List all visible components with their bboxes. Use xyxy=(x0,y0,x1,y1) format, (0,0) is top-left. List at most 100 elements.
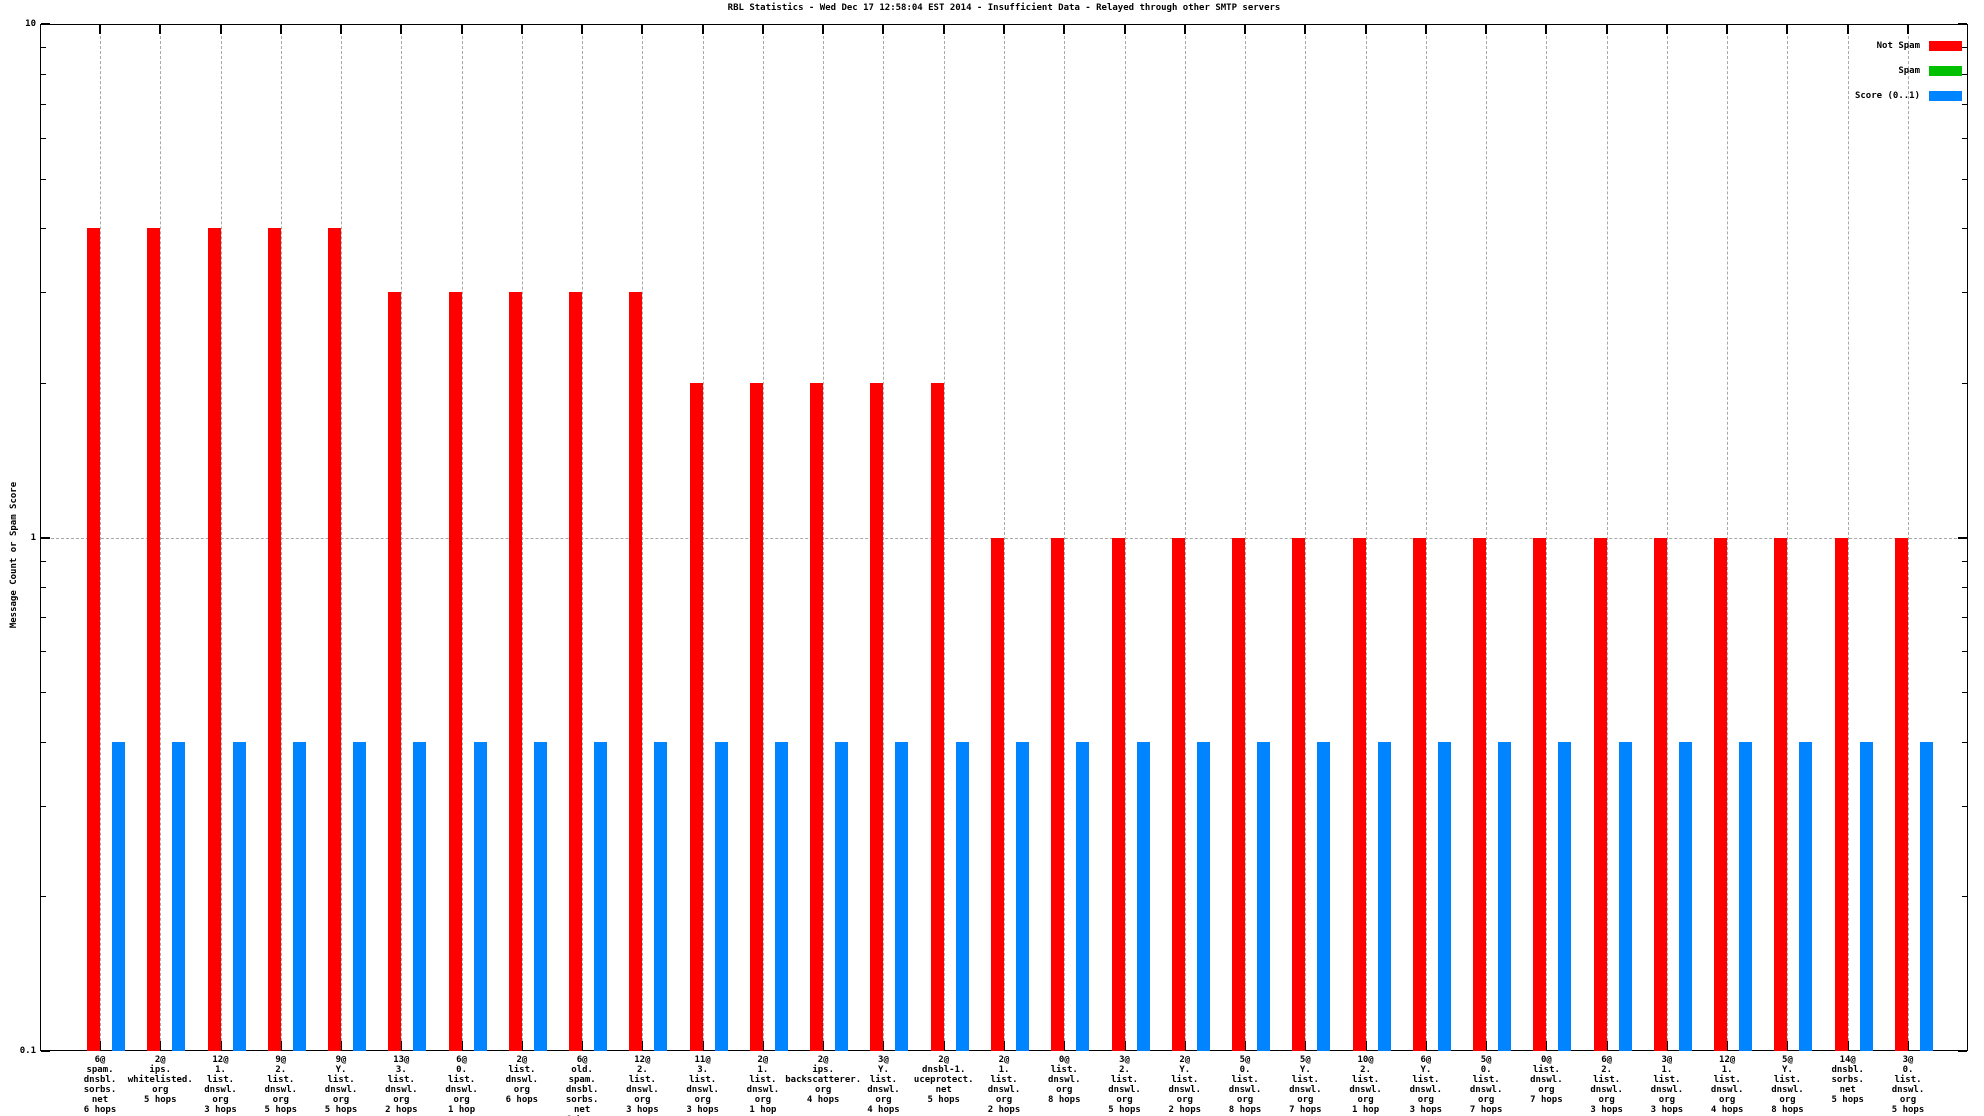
x-axis-category-label: 0@ list. dnswl. org 7 hops xyxy=(1530,1055,1563,1105)
bar-not-spam xyxy=(1895,538,1908,1051)
bar-score-0-1 xyxy=(353,742,367,1051)
x-axis-category-label: 11@ 3. list. dnswl. org 3 hops xyxy=(686,1055,719,1115)
x-tick-top xyxy=(1907,24,1909,34)
x-tick-bottom xyxy=(1726,1041,1729,1051)
x-axis-category-label: 2@ list. dnswl. org 6 hops xyxy=(505,1055,539,1105)
y-minor-tick-left xyxy=(41,104,46,105)
x-tick-bottom xyxy=(1545,1041,1548,1051)
y-minor-tick-left xyxy=(41,587,46,588)
bar-not-spam xyxy=(749,383,763,1051)
y-minor-tick-right xyxy=(1962,383,1967,384)
y-minor-tick-left xyxy=(41,896,46,897)
bar-not-spam xyxy=(207,228,221,1051)
x-tick-bottom xyxy=(1665,1041,1668,1051)
bar-not-spam xyxy=(1533,538,1547,1051)
x-tick-bottom xyxy=(520,1041,523,1051)
x-axis-category-label: 9@ 2. list. dnswl. org 5 hops xyxy=(264,1055,298,1115)
x-axis-category-label: 3@ 0. list. dnswl. org 5 hops xyxy=(1891,1055,1925,1115)
x-tick-top xyxy=(942,24,945,34)
bar-not-spam xyxy=(87,228,100,1051)
y-minor-tick-left xyxy=(41,179,46,180)
bar-score-0-1 xyxy=(1920,742,1933,1051)
bar-score-0-1 xyxy=(1016,742,1029,1051)
bar-not-spam xyxy=(689,383,703,1051)
x-tick-top xyxy=(1424,24,1427,34)
x-tick-bottom xyxy=(761,1041,764,1051)
legend-item-spam: Spam xyxy=(1855,58,1962,83)
x-tick-top xyxy=(219,24,222,34)
x-axis-category-label: 3@ Y. list. dnswl. org 4 hops xyxy=(867,1055,900,1115)
y-minor-tick-right xyxy=(1962,228,1967,229)
x-tick-bottom xyxy=(641,1041,644,1051)
bar-score-0-1 xyxy=(1196,742,1210,1051)
x-tick-top xyxy=(1846,24,1849,34)
y-minor-tick-right xyxy=(1962,692,1967,693)
y-minor-tick-right xyxy=(1962,651,1967,652)
y-minor-tick-left xyxy=(41,651,46,652)
y-minor-tick-right xyxy=(1962,896,1967,897)
y-tick-label: 1 xyxy=(30,533,36,543)
x-tick-bottom xyxy=(701,1041,704,1051)
x-tick-bottom xyxy=(1846,1041,1849,1051)
bar-score-0-1 xyxy=(1558,742,1572,1051)
bar-score-0-1 xyxy=(1498,742,1512,1051)
x-axis-category-label: 3@ 1. list. dnswl. org 3 hops xyxy=(1650,1055,1684,1115)
x-tick-bottom xyxy=(219,1041,222,1051)
y-major-tick-left xyxy=(41,23,50,25)
y-minor-tick-left xyxy=(41,47,46,48)
bar-not-spam xyxy=(1593,538,1607,1051)
x-axis-category-label: 5@ 0. list. dnswl. org 7 hops xyxy=(1469,1055,1503,1115)
bar-not-spam xyxy=(1292,538,1306,1051)
bar-not-spam xyxy=(569,292,583,1051)
y-minor-tick-right xyxy=(1962,587,1967,588)
bar-score-0-1 xyxy=(594,742,608,1051)
bar-score-0-1 xyxy=(774,742,788,1051)
x-tick-bottom xyxy=(1063,1041,1066,1051)
x-axis-category-label: 2@ Y. list. dnswl. org 2 hops xyxy=(1168,1055,1202,1115)
y-minor-tick-right xyxy=(1962,138,1967,139)
x-tick-bottom xyxy=(1605,1041,1608,1051)
bar-score-0-1 xyxy=(112,742,125,1051)
y-tick-label: 10 xyxy=(25,19,36,29)
x-tick-bottom xyxy=(1364,1041,1367,1051)
x-axis-category-label: 9@ Y. list. dnswl. org 5 hops xyxy=(324,1055,358,1115)
x-tick-bottom xyxy=(1003,1041,1005,1051)
x-tick-top xyxy=(701,24,704,34)
bar-not-spam xyxy=(991,538,1004,1051)
x-tick-bottom xyxy=(1786,1041,1789,1051)
y-minor-tick-left xyxy=(41,617,46,618)
bar-score-0-1 xyxy=(1317,742,1331,1051)
legend-label-not-spam: Not Spam xyxy=(1876,40,1920,51)
x-tick-bottom xyxy=(1304,1041,1307,1051)
x-axis-category-label: 2@ ips. backscatterer. org 4 hops xyxy=(785,1055,862,1105)
y-axis-label: Message Count or Spam Score xyxy=(9,481,19,629)
legend-label-spam: Spam xyxy=(1898,65,1920,76)
bar-not-spam xyxy=(930,383,944,1051)
legend-swatch-score xyxy=(1929,90,1962,101)
x-tick-bottom xyxy=(882,1041,885,1051)
x-axis-category-label: 6@ spam. dnsbl. sorbs. net 6 hops xyxy=(83,1055,117,1115)
bar-not-spam xyxy=(1051,538,1065,1051)
y-minor-tick-right xyxy=(1962,74,1967,75)
x-tick-bottom xyxy=(1244,1041,1247,1051)
x-tick-top xyxy=(460,24,463,34)
x-axis-category-label: 5@ 0. list. dnswl. org 8 hops xyxy=(1228,1055,1262,1115)
x-tick-top xyxy=(279,24,282,34)
bar-score-0-1 xyxy=(1437,742,1451,1051)
bar-score-0-1 xyxy=(654,742,668,1051)
x-tick-top xyxy=(340,24,343,34)
y-minor-tick-left xyxy=(41,561,46,562)
bar-not-spam xyxy=(448,292,462,1051)
y-major-tick-right xyxy=(1958,537,1967,539)
legend-swatch-not-spam xyxy=(1929,40,1962,51)
bar-not-spam xyxy=(1774,538,1788,1051)
bar-score-0-1 xyxy=(473,742,487,1051)
y-major-tick-left xyxy=(41,1050,50,1052)
x-tick-top xyxy=(1063,24,1066,34)
x-tick-bottom xyxy=(99,1041,101,1051)
bar-not-spam xyxy=(1232,538,1246,1051)
x-tick-bottom xyxy=(581,1041,584,1051)
bar-not-spam xyxy=(870,383,884,1051)
x-tick-bottom xyxy=(460,1041,463,1051)
